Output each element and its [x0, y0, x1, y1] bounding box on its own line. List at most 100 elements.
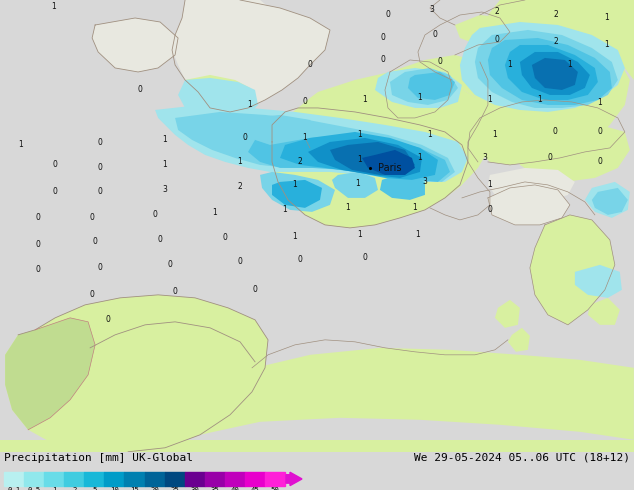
Polygon shape	[520, 52, 590, 95]
Text: 2: 2	[72, 488, 77, 490]
Polygon shape	[178, 78, 258, 118]
Text: 1: 1	[597, 98, 602, 107]
Bar	[245, 472, 265, 486]
Text: 1: 1	[427, 130, 432, 140]
Bar	[225, 472, 245, 486]
Text: 0: 0	[98, 164, 103, 172]
Text: 0: 0	[223, 233, 228, 243]
Polygon shape	[455, 15, 510, 45]
Text: 1: 1	[418, 94, 422, 102]
Polygon shape	[588, 298, 620, 325]
Text: 0: 0	[36, 213, 41, 222]
Polygon shape	[362, 150, 415, 175]
Text: 3: 3	[163, 185, 167, 195]
Polygon shape	[332, 172, 378, 198]
Text: 3: 3	[422, 177, 427, 186]
Text: 1: 1	[604, 41, 609, 49]
Polygon shape	[495, 300, 520, 328]
Bar	[4, 472, 24, 486]
Text: 1: 1	[18, 141, 23, 149]
Polygon shape	[155, 105, 468, 182]
Polygon shape	[5, 295, 268, 452]
Polygon shape	[515, 125, 630, 182]
Polygon shape	[575, 265, 622, 298]
Text: 0: 0	[98, 263, 103, 272]
Text: 1: 1	[493, 130, 497, 140]
Text: 1: 1	[488, 96, 492, 104]
Polygon shape	[272, 148, 462, 200]
Text: 1: 1	[508, 60, 512, 70]
Polygon shape	[408, 72, 455, 100]
Text: 0: 0	[89, 291, 94, 299]
Text: 1: 1	[293, 232, 297, 242]
Text: 0: 0	[432, 30, 437, 40]
Text: 0: 0	[437, 57, 443, 67]
Polygon shape	[92, 18, 178, 72]
Text: 0: 0	[93, 237, 98, 246]
Polygon shape	[488, 0, 634, 62]
Text: Precipitation [mm] UK-Global: Precipitation [mm] UK-Global	[4, 453, 193, 463]
Polygon shape	[0, 440, 634, 452]
Text: 1: 1	[418, 153, 422, 162]
Text: 5: 5	[92, 488, 96, 490]
Polygon shape	[488, 168, 575, 202]
Text: 0: 0	[488, 205, 493, 215]
Bar	[165, 472, 184, 486]
Bar	[84, 472, 105, 486]
Polygon shape	[175, 112, 455, 182]
Bar	[105, 472, 124, 486]
Text: 1: 1	[293, 180, 297, 190]
Text: 1: 1	[52, 488, 56, 490]
Text: 0: 0	[597, 127, 602, 136]
Polygon shape	[260, 172, 335, 212]
Polygon shape	[468, 40, 630, 165]
Text: 0: 0	[106, 316, 110, 324]
Text: Paris: Paris	[378, 163, 401, 173]
Text: 1: 1	[413, 203, 417, 212]
Bar	[64, 472, 84, 486]
Polygon shape	[272, 180, 322, 208]
Polygon shape	[308, 138, 422, 178]
Polygon shape	[488, 185, 570, 225]
Text: 1: 1	[51, 2, 56, 11]
Polygon shape	[592, 188, 628, 215]
Text: 0: 0	[138, 85, 143, 95]
Text: 0.1: 0.1	[8, 488, 20, 490]
Polygon shape	[242, 115, 318, 145]
Text: 1: 1	[415, 230, 420, 240]
Bar	[124, 472, 145, 486]
Text: 1: 1	[538, 96, 542, 104]
Text: 0: 0	[98, 139, 103, 147]
Polygon shape	[248, 135, 450, 182]
Text: 0: 0	[167, 260, 172, 270]
Text: 1: 1	[163, 135, 167, 145]
Bar	[44, 472, 64, 486]
Text: 0: 0	[385, 10, 391, 20]
Polygon shape	[390, 68, 458, 105]
Text: 50: 50	[271, 488, 280, 490]
Text: 1: 1	[358, 230, 363, 240]
Text: 1: 1	[302, 133, 307, 143]
Text: We 29-05-2024 05..06 UTC (18+12): We 29-05-2024 05..06 UTC (18+12)	[414, 453, 630, 463]
Polygon shape	[220, 0, 275, 22]
Polygon shape	[475, 30, 618, 108]
Text: 45: 45	[250, 488, 259, 490]
Polygon shape	[172, 0, 330, 112]
Text: 1: 1	[358, 155, 363, 165]
Text: 1: 1	[358, 130, 363, 140]
Text: 25: 25	[171, 488, 179, 490]
Text: 0: 0	[98, 187, 103, 196]
Text: 2: 2	[553, 37, 559, 47]
Text: 35: 35	[210, 488, 219, 490]
Polygon shape	[510, 0, 634, 80]
FancyArrow shape	[286, 472, 302, 486]
Text: 0: 0	[552, 127, 557, 136]
Polygon shape	[272, 72, 495, 228]
Polygon shape	[380, 175, 425, 200]
Text: 2: 2	[495, 7, 500, 17]
Text: 1: 1	[212, 208, 217, 218]
Text: 0: 0	[363, 253, 368, 262]
Polygon shape	[585, 182, 630, 218]
Polygon shape	[530, 215, 615, 325]
Text: 0: 0	[53, 187, 58, 196]
